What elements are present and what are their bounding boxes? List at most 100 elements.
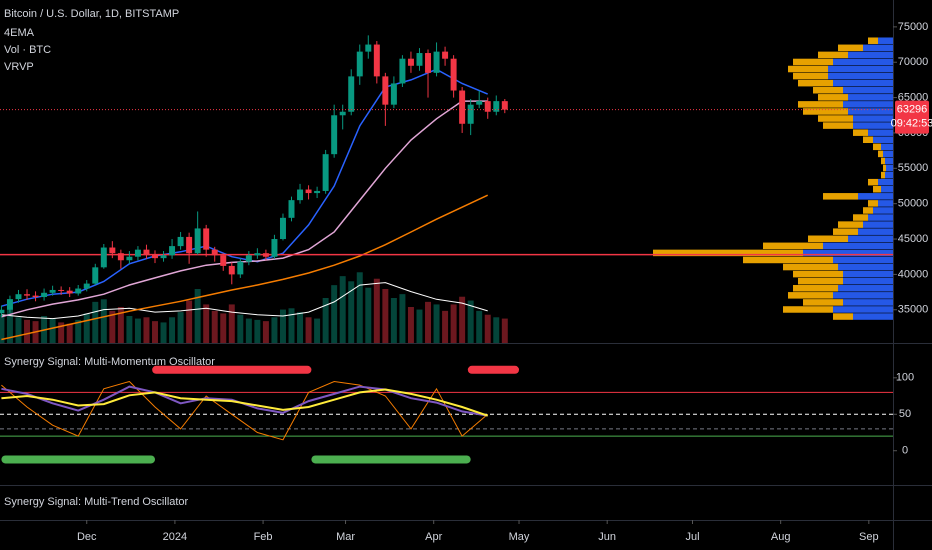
ema-line [1, 194, 489, 341]
y-tick-label: 50 [899, 408, 911, 420]
profile-sell [881, 171, 885, 179]
profile-sell [868, 37, 878, 44]
candle-body [305, 189, 312, 194]
profile-buy [868, 214, 893, 221]
profile-sell [793, 58, 833, 66]
volume-bar [66, 323, 73, 343]
profile-sell [743, 256, 833, 264]
y-tick-label: 0 [902, 445, 908, 457]
chart-title: Bitcoin / U.S. Dollar, 1D, BITSTAMP [4, 8, 179, 20]
volume-bar [390, 298, 397, 343]
profile-sell [798, 101, 843, 108]
profile-buy [878, 37, 893, 44]
profile-buy [853, 122, 893, 129]
profile-sell [838, 221, 863, 228]
profile-sell [823, 122, 853, 129]
profile-sell [868, 178, 878, 186]
profile-buy [886, 164, 893, 172]
candle-body [501, 101, 508, 110]
candle-body [228, 265, 235, 275]
candle-body [211, 249, 218, 256]
volume-bar [177, 312, 184, 343]
x-tick-label: May [509, 531, 530, 543]
profile-sell [838, 44, 863, 52]
last-price-label: 63296 [897, 104, 928, 116]
volume-bar [152, 321, 158, 343]
volume-bar [75, 319, 82, 343]
indicator-label: VRVP [4, 61, 34, 73]
volume-bar [305, 317, 312, 343]
candle-body [109, 247, 116, 254]
volume-bar [134, 318, 141, 343]
profile-sell [833, 313, 853, 320]
profile-sell [833, 228, 858, 235]
profile-sell [881, 157, 885, 165]
candle-body [66, 290, 73, 294]
volume-bar [211, 310, 218, 343]
volume-ma-line [1, 282, 488, 320]
volume-bar [356, 272, 363, 343]
candle-body [450, 58, 457, 91]
candle-body [160, 255, 167, 259]
profile-sell [863, 207, 873, 214]
candle-body [467, 104, 474, 124]
candle-body [92, 267, 99, 284]
oscillator-line [1, 388, 489, 417]
x-tick-label: Aug [771, 531, 791, 543]
profile-sell [873, 185, 881, 193]
volume-bar [194, 289, 201, 343]
profile-buy [858, 228, 893, 235]
volume-bar [271, 317, 278, 343]
profile-sell [868, 200, 878, 207]
volume-bar [407, 307, 414, 343]
candle-body [237, 261, 244, 275]
profile-sell [798, 277, 843, 285]
profile-buy [828, 65, 893, 73]
profile-buy [853, 115, 893, 122]
volume-bar [399, 294, 406, 343]
profile-buy [873, 207, 893, 214]
candle-body [433, 51, 440, 73]
plot-area: 3500040000450005000055000600006500070000… [0, 21, 932, 543]
volume-bar [143, 317, 150, 343]
indicator-label: 4EMA [4, 27, 35, 39]
candle-body [331, 115, 338, 155]
profile-buy [833, 58, 893, 66]
profile-buy [863, 221, 893, 228]
profile-sell [818, 115, 853, 122]
x-tick-label: Sep [859, 531, 879, 543]
volume-bar [203, 304, 210, 343]
candle-body [442, 51, 449, 59]
volume-bar [117, 307, 124, 343]
profile-buy [823, 242, 893, 250]
profile-buy [833, 292, 893, 299]
volume-bar [109, 310, 116, 343]
pane-title: Synergy Signal: Multi-Trend Oscillator [4, 496, 189, 508]
profile-buy [885, 171, 893, 179]
candle-body [356, 51, 363, 77]
volume-bar [237, 314, 244, 343]
volume-bar [220, 313, 227, 343]
profile-sell [883, 164, 886, 172]
x-tick-label: Jun [598, 531, 616, 543]
candle-body [373, 44, 380, 77]
volume-bar [365, 287, 372, 343]
profile-buy [881, 143, 893, 151]
profile-buy [838, 285, 893, 292]
volume-bar [83, 313, 90, 343]
candle-body [322, 154, 329, 191]
x-tick-label: Jul [685, 531, 699, 543]
profile-sell [818, 51, 848, 59]
candle-body [365, 44, 372, 52]
profile-sell [788, 65, 828, 73]
candle-body [348, 76, 355, 112]
volume-bar [339, 276, 346, 343]
candle-body [15, 294, 22, 300]
profile-buy [878, 200, 893, 207]
candle-body [254, 253, 261, 256]
volume-bar [322, 298, 329, 343]
profile-buy [838, 263, 893, 271]
profile-buy [833, 256, 893, 264]
